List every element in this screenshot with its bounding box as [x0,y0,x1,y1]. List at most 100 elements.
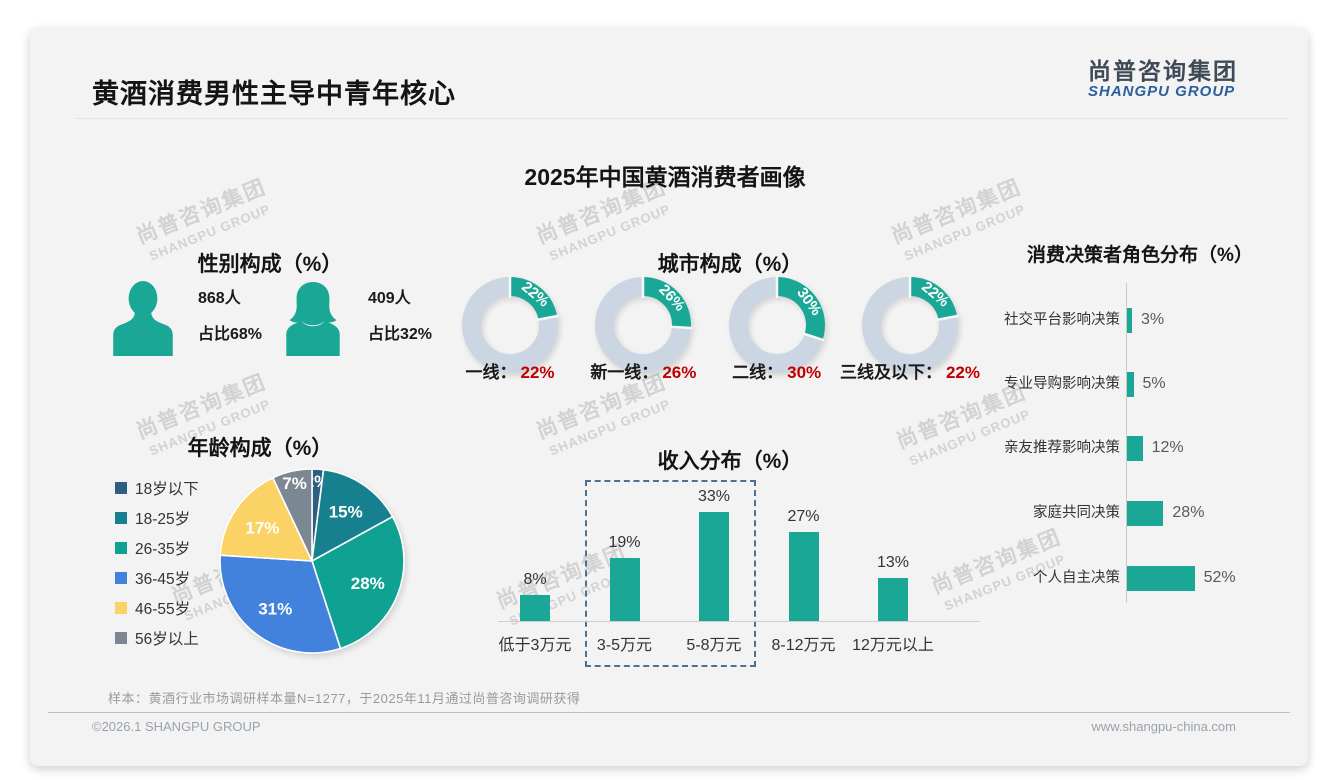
male-share: 占比68% [198,326,263,343]
slide-card: 尚普咨询集团 SHANGPU GROUP 尚普咨询集团 SHANGPU GROUP 尚普… [30,28,1308,766]
income-bar-chart: 8% 低于3万元 19% 3-5万元 33% 5-8万元 27% 8-12万元 13% 12万元以… [470,468,990,683]
decision-value-label: 5% [1142,375,1166,392]
footer-website[interactable]: www.shangpu-china.com [1091,719,1236,734]
legend-swatch [115,512,127,524]
age-section-title: 年龄构成（%） [187,437,333,460]
page-title: 黄酒消费男性主导中青年核心 [92,79,456,109]
decision-value-label: 12% [1151,439,1184,456]
pie-slice [219,554,342,654]
legend-label: 46-55岁 [135,601,191,618]
income-bar [520,594,550,621]
logo-en-text: SHANGPU GROUP [1088,83,1236,101]
male-icon [113,281,173,356]
income-bar [699,512,729,621]
donut-caption-text: 二线： [732,363,784,382]
decision-category-label: 社交平台影响决策 [1004,312,1120,328]
donut-slice [642,277,692,329]
header-divider [75,118,1290,119]
pie-slice [219,476,313,562]
male-count: 868人 [198,290,241,307]
female-share: 占比32% [368,326,433,343]
legend-item: 36-45岁 [115,563,199,593]
main-chart-title: 2025年中国黄酒消费者画像 [524,164,806,190]
decision-bar-chart: 社交平台影响决策 3% 专业导购影响决策 5% 亲友推荐影响决策 12% 家庭共同决策 28%… [980,278,1308,608]
donut-chart: 26% 新一线： 26% [588,270,698,383]
decision-category-label: 亲友推荐影响决策 [1004,440,1120,456]
donut-slice [509,277,558,321]
age-pie-chart: 2%15%28%31%17%7% [219,468,405,654]
legend-label: 36-45岁 [135,571,191,588]
donut-chart: 22% 一线： 22% [455,270,565,383]
legend-item: 46-55岁 [115,593,199,623]
decision-value-label: 52% [1203,569,1236,586]
income-category-label: 8-12万元 [771,637,836,654]
decision-bar [1127,500,1164,526]
legend-label: 18-25岁 [135,511,191,528]
decision-bar [1127,371,1134,397]
pie-data-label: 15% [329,502,363,521]
pie-slice [311,468,394,562]
company-logo: 尚普咨询集团 SHANGPU GROUP [1088,58,1238,101]
donut-caption-value: 22% [520,363,555,382]
pie-data-label: 17% [245,518,279,537]
donut-chart: 22% 三线及以下： 22% [840,270,980,382]
donut-caption-text: 一线： [465,363,517,382]
income-category-label: 低于3万元 [498,637,572,654]
income-value-label: 13% [876,554,910,572]
city-donut-charts: 22% 一线： 22% 26% 新一线： 26% 30% 二线： 30% 22% 三线及以下： 22% [455,270,980,383]
decision-category-label: 专业导购影响决策 [1004,376,1120,392]
female-count: 409人 [368,290,411,307]
legend-item: 26-35岁 [115,533,199,563]
donut-caption: 新一线： 26% [590,358,696,383]
legend-item: 18岁以下 [115,473,199,503]
pie-slice [272,468,313,562]
footer-copyright: ©2026.1 SHANGPU GROUP [92,719,261,734]
age-pie-legend: 18岁以下 18-25岁 26-35岁 36-45岁 46-55岁 56岁以上 [115,473,199,653]
income-value-label: 27% [787,507,820,525]
decision-bar [1127,435,1143,461]
income-bar [878,578,908,621]
donut-caption-value: 26% [662,363,697,382]
donut-caption-text: 新一线： [590,363,659,382]
decision-section-title: 消费决策者角色分布（%） [1027,245,1253,266]
decision-category-label: 家庭共同决策 [1033,505,1120,521]
pie-data-label: 28% [351,574,385,593]
pie-slice [311,515,405,650]
decision-category-label: 个人自主决策 [1033,570,1120,586]
donut-slice [776,277,825,340]
legend-swatch [115,632,127,644]
income-highlight-box [585,480,756,667]
decision-value-label: 28% [1172,504,1205,521]
female-icon [286,282,340,356]
legend-item: 18-25岁 [115,503,199,533]
legend-label: 18岁以下 [135,481,199,498]
income-category-label: 5-8万元 [686,637,742,654]
gender-section-title: 性别构成（%） [197,253,343,276]
legend-swatch [115,572,127,584]
decision-axis-line [1126,283,1127,603]
legend-item: 56岁以上 [115,623,199,653]
legend-swatch [115,602,127,614]
decision-bar [1127,307,1132,333]
sample-footnote: 样本：黄酒行业市场调研样本量N=1277，于2025年11月通过尚普咨询调研获得 [108,691,581,706]
donut-caption: 一线： 22% [465,358,554,383]
city-section-title: 城市构成（%） [657,253,803,276]
logo-cn-text: 尚普咨询集团 [1088,58,1238,84]
income-value-label: 8% [523,570,547,588]
pie-data-label: 7% [282,474,307,493]
income-bar [788,531,819,621]
pie-data-label: 31% [258,599,292,618]
donut-caption-value: 22% [945,363,980,382]
decision-bar [1127,565,1195,591]
income-bar [609,558,640,621]
income-category-label: 12万元以上 [852,637,934,654]
income-value-label: 19% [608,534,641,552]
legend-swatch [115,482,127,494]
income-axis-line [498,621,980,622]
income-category-label: 3-5万元 [596,637,653,654]
donut-caption-value: 30% [787,363,822,382]
legend-swatch [115,542,127,554]
income-section-title: 收入分布（%） [657,450,803,473]
donut-caption: 二线： 30% [732,358,821,383]
legend-label: 56岁以上 [135,631,199,648]
